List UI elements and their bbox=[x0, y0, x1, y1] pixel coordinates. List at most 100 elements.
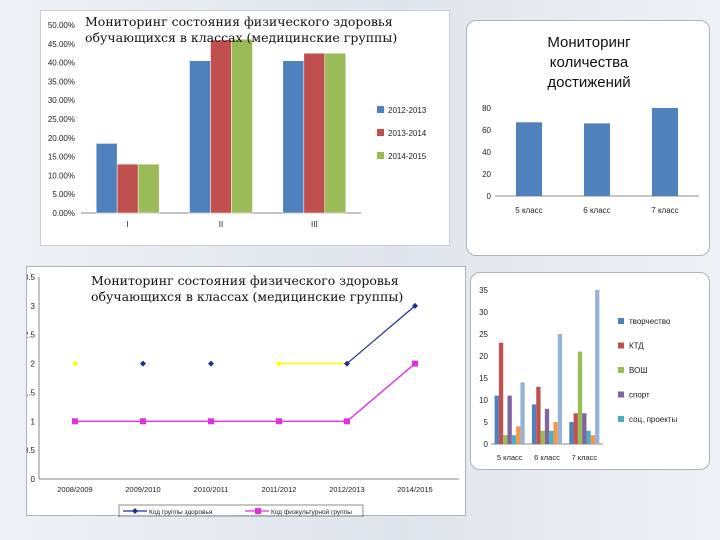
y-tick-label: 2 bbox=[31, 360, 36, 369]
y-tick-label: 5.00% bbox=[52, 190, 75, 199]
chart-title: количества bbox=[550, 54, 629, 71]
legend-swatch bbox=[377, 106, 384, 113]
bar bbox=[511, 435, 517, 444]
bar bbox=[540, 430, 545, 444]
y-tick-label: 20 bbox=[479, 352, 488, 361]
series-marker bbox=[276, 360, 282, 367]
y-tick-label: 2.5 bbox=[27, 331, 36, 340]
y-tick-label: 1.5 bbox=[27, 388, 36, 397]
bar bbox=[498, 342, 504, 444]
bar bbox=[544, 408, 550, 444]
y-tick-label: 0.00% bbox=[52, 209, 75, 218]
y-tick-label: 25 bbox=[479, 330, 488, 339]
x-tick-label: 2014/2015 bbox=[397, 485, 432, 494]
bar bbox=[531, 404, 537, 444]
bar bbox=[577, 351, 583, 444]
x-tick-label: 2009/2010 bbox=[125, 485, 160, 494]
x-tick-label: 6 класс bbox=[534, 453, 560, 462]
chart-title: обучающихся в классах (медицинские групп… bbox=[91, 289, 403, 304]
legend-marker bbox=[255, 508, 261, 514]
series-marker bbox=[412, 302, 418, 309]
health-bar-chart: 0.00% 5.00% 10.00% 15.00% 20.00% 25.00% 30.00%… bbox=[48, 14, 427, 229]
y-tick-label: 80 bbox=[482, 104, 491, 113]
legend-box bbox=[118, 504, 364, 517]
series-marker bbox=[344, 418, 350, 425]
health-bar-chart-panel: 0.00% 5.00% 10.00% 15.00% 20.00% 25.00% 30.00%… bbox=[40, 10, 450, 246]
y-tick-label: 15 bbox=[479, 374, 488, 383]
y-tick-label: 0 bbox=[31, 475, 36, 484]
bar bbox=[569, 422, 574, 444]
bar bbox=[95, 143, 118, 214]
bar bbox=[557, 334, 563, 444]
x-tick-label: 7 класс bbox=[571, 453, 597, 462]
bar bbox=[516, 426, 521, 444]
bar bbox=[189, 60, 211, 214]
bar bbox=[573, 413, 578, 444]
y-tick-label: 25.00% bbox=[48, 115, 75, 124]
groups-line-chart-panel: 0 0.5 1 1.5 2 2.5 3 3.5 2008/2009 2009/2010 2010/2… bbox=[26, 266, 466, 517]
bar bbox=[116, 163, 139, 214]
legend-label: Код физкультурной группы bbox=[271, 508, 352, 516]
activities-chart-panel: 0 5 10 15 20 25 30 35 5 класс 6 класс 7 класс творч… bbox=[470, 272, 710, 470]
legend-label: Код группы здоровья bbox=[149, 509, 213, 516]
y-tick-label: 1 bbox=[31, 417, 36, 426]
series-marker bbox=[208, 360, 214, 367]
series-line bbox=[75, 363, 416, 422]
legend-swatch bbox=[618, 318, 624, 324]
y-tick-label: 60 bbox=[482, 126, 491, 135]
legend-label: спорт bbox=[629, 391, 650, 400]
legend-label: ВОШ bbox=[629, 366, 648, 375]
bar bbox=[494, 395, 499, 444]
bar bbox=[282, 60, 305, 214]
bar bbox=[584, 123, 610, 196]
groups-line-chart: 0 0.5 1 1.5 2 2.5 3 3.5 2008/2009 2009/2010 2010/2… bbox=[27, 273, 459, 517]
x-tick-label: 2011/2012 bbox=[262, 485, 297, 494]
chart-title: Мониторинг bbox=[547, 34, 631, 51]
legend-swatch bbox=[377, 152, 384, 159]
bar bbox=[137, 163, 160, 214]
legend-label: 2012-2013 bbox=[388, 106, 427, 115]
bar bbox=[549, 430, 554, 444]
bar bbox=[536, 386, 541, 444]
legend-swatch bbox=[377, 129, 384, 136]
x-tick-label: 2010/2011 bbox=[194, 485, 229, 494]
y-tick-label: 35 bbox=[479, 286, 488, 295]
y-tick-label: 0 bbox=[487, 192, 492, 201]
x-tick-label: I bbox=[127, 220, 129, 229]
bar bbox=[507, 395, 512, 444]
chart-title: обучающихся в классах (медицинские групп… bbox=[85, 30, 397, 45]
y-tick-label: 20.00% bbox=[48, 134, 75, 143]
legend-swatch bbox=[618, 391, 624, 398]
series-marker bbox=[140, 418, 146, 425]
x-tick-label: 7 класс bbox=[651, 206, 678, 215]
bar bbox=[303, 52, 326, 214]
series-line bbox=[346, 305, 416, 365]
y-tick-label: 3 bbox=[31, 302, 36, 311]
y-tick-label: 0.5 bbox=[27, 446, 36, 455]
bar bbox=[516, 122, 542, 196]
legend-label: КТД bbox=[629, 342, 644, 351]
x-tick-label: 2012/2013 bbox=[329, 485, 364, 494]
legend-marker bbox=[132, 508, 138, 514]
y-tick-label: 15.00% bbox=[48, 153, 75, 162]
x-tick-label: II bbox=[219, 220, 223, 229]
bar bbox=[582, 413, 587, 444]
series-marker bbox=[276, 418, 282, 425]
bar bbox=[324, 52, 347, 214]
bar bbox=[652, 108, 678, 196]
bar bbox=[595, 290, 600, 444]
legend-swatch bbox=[618, 416, 624, 422]
chart-title: Мониторинг состояния физического здоровь… bbox=[85, 14, 393, 29]
bar bbox=[586, 430, 591, 444]
x-tick-label: 2008/2009 bbox=[57, 485, 92, 494]
legend-label: творчество bbox=[629, 317, 671, 326]
y-tick-label: 3.5 bbox=[27, 273, 36, 282]
y-tick-label: 50.00% bbox=[48, 21, 75, 30]
legend-label: 2014-2015 bbox=[388, 152, 427, 161]
legend-label: соц. проекты bbox=[629, 415, 678, 424]
x-tick-label: III bbox=[311, 220, 318, 229]
y-tick-label: 40.00% bbox=[48, 59, 75, 68]
bar bbox=[553, 422, 558, 444]
series-marker bbox=[344, 360, 350, 367]
series-marker bbox=[412, 360, 418, 367]
